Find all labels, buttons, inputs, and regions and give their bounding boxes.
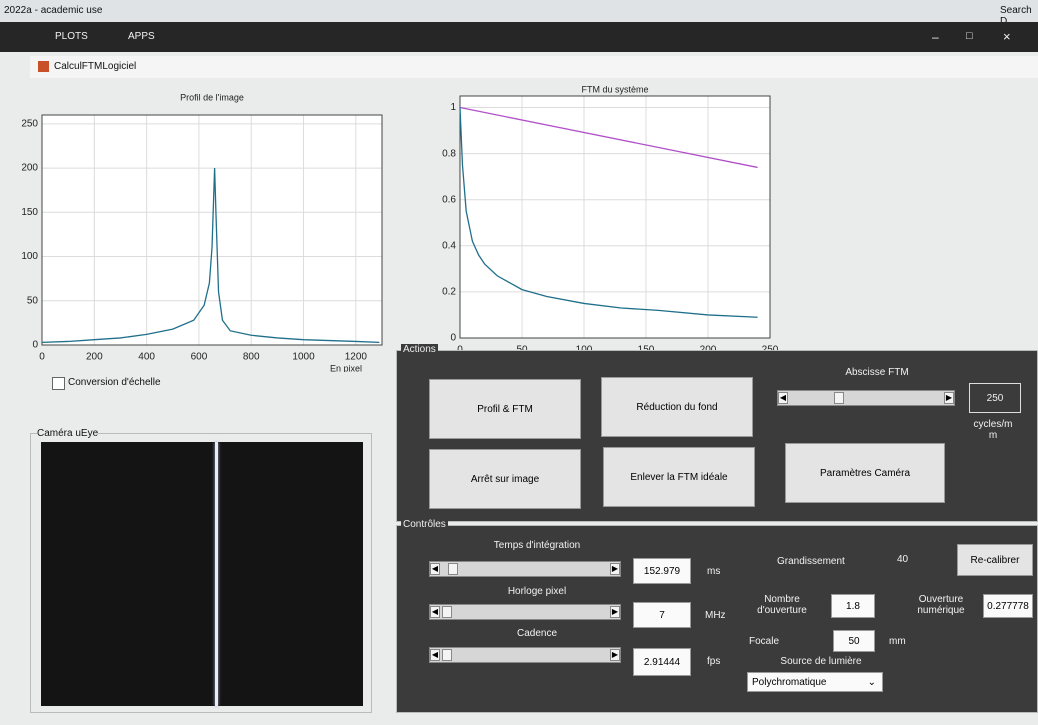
value-field[interactable]: 50 (833, 630, 875, 652)
label: Source de lumière (771, 656, 871, 667)
y-tick-label: 250 (21, 118, 38, 129)
unit: fps (707, 656, 720, 667)
label: Nombre d'ouverture (747, 594, 817, 616)
value-field[interactable]: 250 (969, 383, 1021, 413)
value-field[interactable]: 2.91444 (633, 648, 691, 676)
panel-title: Caméra uEye (37, 428, 98, 439)
unit: ms (707, 566, 720, 577)
os-bar: 2022a - academic use Search D (0, 0, 1038, 22)
panel-title: Contrôles (401, 519, 448, 530)
y-tick-label: 100 (21, 251, 38, 262)
minimize[interactable]: – (932, 30, 939, 44)
dropdown-value: Polychromatique (752, 677, 826, 688)
y-tick-label: 200 (21, 163, 38, 174)
y-tick-label: 0 (450, 333, 456, 344)
label: Focale (749, 636, 779, 647)
dropdown[interactable]: Polychromatique ⌄ (747, 672, 883, 692)
chart-title: Profil de l'image (180, 92, 244, 102)
checkbox-label: Conversion d'échelle (68, 377, 161, 388)
y-tick-label: 0.2 (442, 287, 456, 298)
value-field[interactable]: 7 (633, 602, 691, 628)
label: Temps d'intégration (457, 540, 617, 551)
value-field[interactable]: 152.979 (633, 558, 691, 584)
window-title: CalculFTMLogiciel (54, 61, 136, 72)
profile-chart: 0 200 400 600 800 1000 1200 0 50 100 150 200 250 Prof… (0, 80, 392, 372)
chart-title: FTM du système (581, 84, 648, 94)
value: 40 (897, 554, 908, 565)
unit: MHz (705, 610, 726, 621)
label: Abscisse FTM (817, 367, 937, 378)
label: Ouverture numérique (909, 594, 973, 616)
camera-image (41, 442, 363, 706)
value-field[interactable]: 0.277778 (983, 594, 1033, 618)
slider[interactable]: ◀▶ (777, 390, 955, 406)
button[interactable]: Re-calibrer (957, 544, 1033, 576)
button[interactable]: Profil & FTM (429, 379, 581, 439)
image-line (215, 442, 218, 706)
x-tick-label: 0 (39, 352, 45, 363)
x-tick-label: 400 (138, 352, 155, 363)
y-tick-label: 150 (21, 207, 38, 218)
tab[interactable]: PLOTS (55, 31, 88, 42)
button[interactable]: Réduction du fond (601, 377, 753, 437)
slider[interactable]: ◀▶ (429, 647, 621, 663)
plot-area (460, 96, 770, 338)
dropdown-arrow: ⌄ (868, 677, 876, 688)
window-title-bar: CalculFTMLogiciel (30, 56, 1038, 78)
close[interactable]: × (1003, 29, 1011, 44)
slider[interactable]: ◀▶ (429, 604, 621, 620)
panel-title: Actions (401, 344, 438, 355)
unit: cycles/mm (971, 419, 1015, 441)
x-tick-label: 1200 (345, 352, 368, 363)
label: Grandissement (777, 556, 845, 567)
label: Cadence (457, 628, 617, 639)
app-title: 2022a - academic use (4, 5, 102, 16)
maximize[interactable]: □ (966, 30, 973, 42)
tab[interactable]: APPS (128, 31, 155, 42)
checkbox[interactable] (52, 377, 65, 390)
x-tick-label: 800 (243, 352, 260, 363)
value-field[interactable]: 1.8 (831, 594, 875, 618)
x-tick-label: 1000 (292, 352, 315, 363)
page: 2022a - academic use Search D PLOTS APPS… (0, 0, 1038, 725)
x-axis-label: En pixel (330, 363, 362, 372)
controls-panel: Contrôles Temps d'intégration ◀▶ 152.979… (396, 525, 1038, 713)
x-tick-label: 200 (86, 352, 103, 363)
button[interactable]: Paramètres Caméra (785, 443, 945, 503)
y-tick-label: 0.6 (442, 194, 456, 205)
y-tick-label: 0.8 (442, 148, 456, 159)
y-tick-label: 0 (32, 340, 38, 351)
y-tick-label: 1 (450, 102, 456, 113)
ribbon: PLOTS APPS – □ × (0, 22, 1038, 52)
y-tick-label: 50 (27, 295, 39, 306)
y-tick-label: 0.4 (442, 240, 456, 251)
unit: mm (889, 636, 906, 647)
camera-panel: Caméra uEye (30, 433, 372, 713)
button[interactable]: Enlever la FTM idéale (603, 447, 755, 507)
x-tick-label: 600 (191, 352, 208, 363)
app-icon (38, 61, 49, 72)
slider[interactable]: ◀▶ (429, 561, 621, 577)
actions-panel: Actions Profil & FTM Réduction du fond A… (396, 350, 1038, 522)
label: Horloge pixel (457, 586, 617, 597)
button[interactable]: Arrêt sur image (429, 449, 581, 509)
